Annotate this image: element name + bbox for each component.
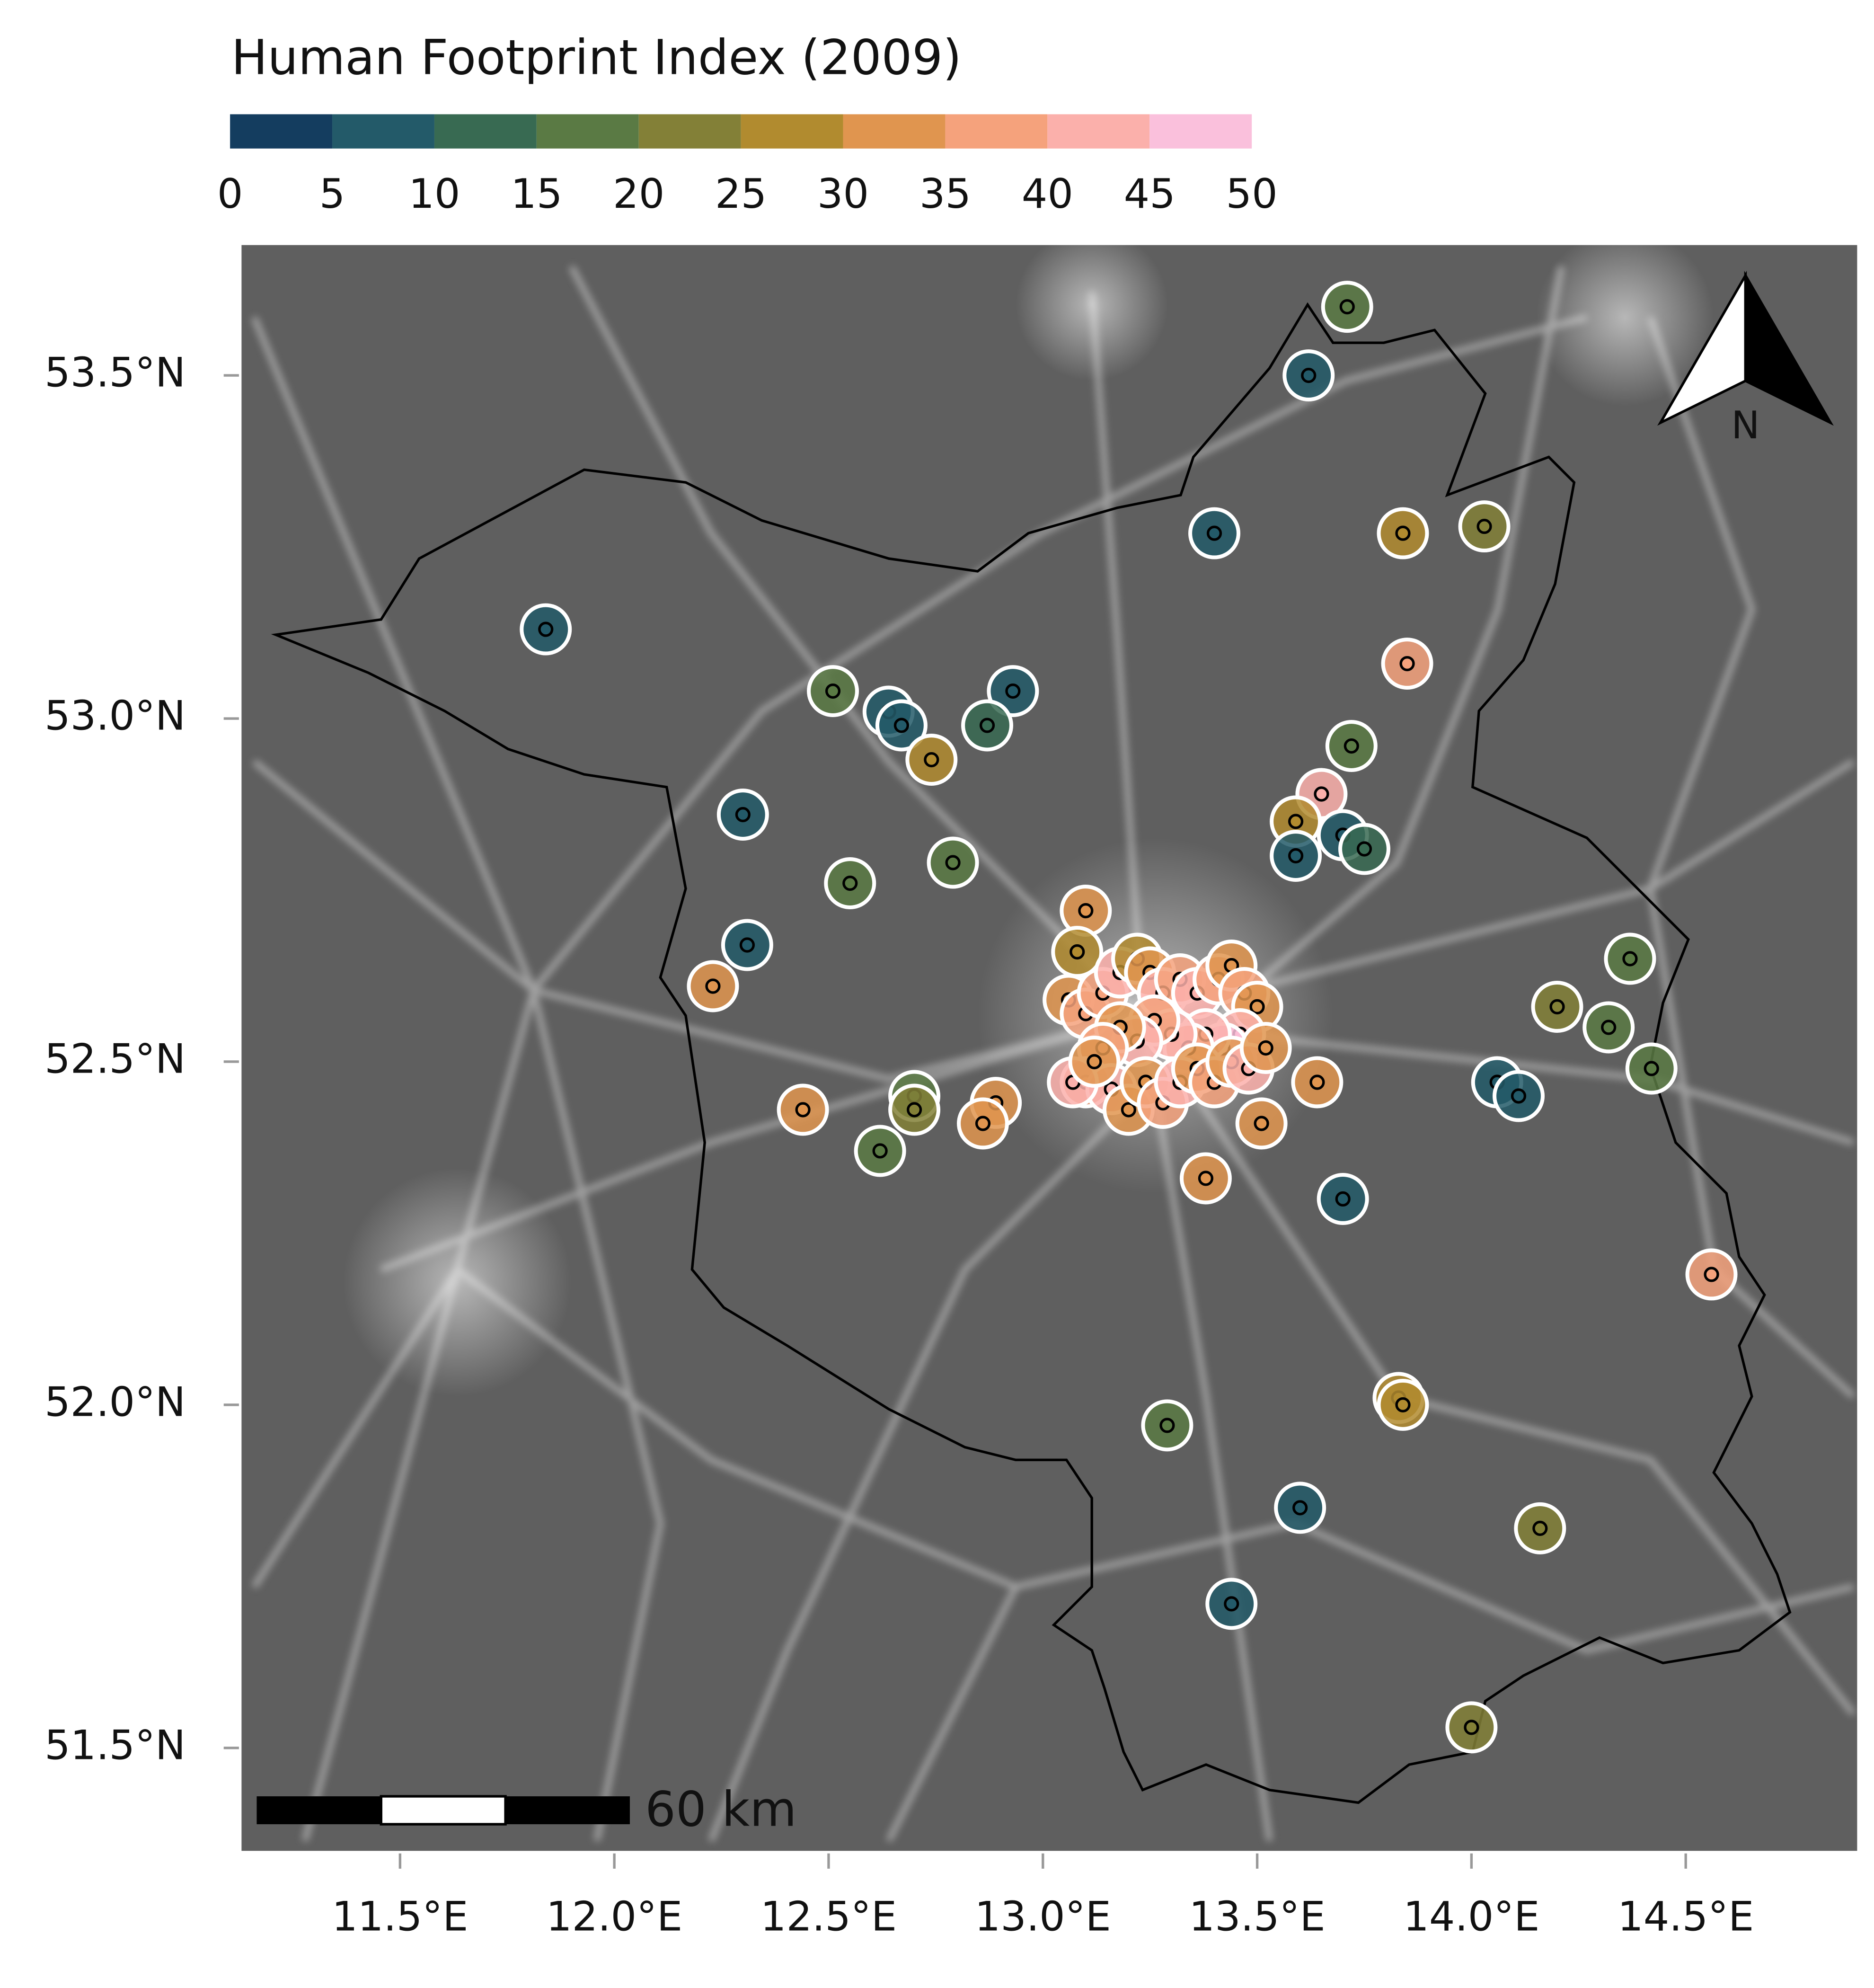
colorbar-tick-label: 35 <box>919 170 971 218</box>
y-tick-label: 53.5°N <box>44 349 186 397</box>
site-point <box>1301 368 1317 383</box>
site-point <box>1464 1720 1479 1735</box>
legend-title: Human Footprint Index (2009) <box>231 30 962 86</box>
site-point <box>1356 841 1372 857</box>
city-glow <box>1536 245 1714 407</box>
site-point <box>924 752 939 768</box>
site-point <box>1309 1074 1325 1090</box>
site-point <box>1511 1088 1527 1104</box>
site-point <box>842 875 858 891</box>
site-point <box>1254 1116 1269 1131</box>
colorbar-bin <box>434 114 537 149</box>
colorbar-tick-label: 40 <box>1022 170 1073 218</box>
north-label: N <box>1731 403 1759 447</box>
site-point <box>1335 1191 1351 1207</box>
scale-bar-label: 60 km <box>645 1782 796 1838</box>
site-point <box>1224 1596 1239 1612</box>
map-panel: N 60 km <box>241 245 1857 1851</box>
x-tick-label: 12.0°E <box>546 1893 682 1941</box>
points <box>520 281 1738 1754</box>
city-glow <box>1016 245 1168 381</box>
site-point <box>1399 656 1415 672</box>
colorbar-bin <box>230 114 333 149</box>
city-glow <box>343 1168 572 1397</box>
colorbar-tick-label: 15 <box>511 170 562 218</box>
site-point <box>872 1143 888 1159</box>
colorbar-tick-label: 25 <box>715 170 767 218</box>
colorbar: 0 5 10 15 20 25 30 35 40 45 50 <box>217 114 1278 218</box>
x-tick-label: 13.5°E <box>1189 1893 1325 1941</box>
colorbar-bin <box>945 114 1048 149</box>
site-point <box>893 718 910 733</box>
colorbar-bin <box>332 114 434 149</box>
site-point <box>1395 1397 1411 1413</box>
site-point <box>1601 1020 1617 1035</box>
x-tick-label: 11.5°E <box>332 1893 468 1941</box>
site-point <box>1622 951 1638 967</box>
site-point <box>1070 944 1085 960</box>
site-point <box>1121 1102 1136 1118</box>
colorbar-tick-label: 45 <box>1124 170 1176 218</box>
colorbar-tick-label: 20 <box>613 170 664 218</box>
scale-bar-segment <box>380 1795 507 1826</box>
site-point <box>795 1102 811 1118</box>
site-point <box>1159 1418 1175 1433</box>
state-boundary <box>271 302 1792 1804</box>
site-point <box>1395 525 1411 541</box>
site-point <box>979 718 995 733</box>
site-point <box>975 1116 991 1131</box>
y-tick-label: 52.5°N <box>44 1035 186 1083</box>
axes: 11.5°E 12.0°E 12.5°E 13.0°E 13.5°E 14.0°E 14.5… <box>44 349 1754 1941</box>
colorbar-bin <box>536 114 639 149</box>
colorbar-tick-label: 10 <box>408 170 460 218</box>
site-point <box>1314 786 1329 802</box>
site-point <box>1292 1500 1308 1516</box>
site-point <box>1258 1040 1273 1056</box>
site-point <box>945 855 961 870</box>
site-point <box>1078 903 1094 919</box>
site-point <box>1339 299 1355 315</box>
colorbar-bin <box>1149 114 1252 149</box>
colorbar-bin <box>741 114 843 149</box>
site-point <box>1476 518 1492 534</box>
site-point <box>538 621 554 637</box>
colorbar-bin <box>1047 114 1150 149</box>
x-tick-label: 13.0°E <box>975 1893 1111 1941</box>
site-point <box>1206 525 1222 541</box>
site-point <box>1532 1520 1548 1536</box>
site-point <box>1249 999 1265 1015</box>
site-point <box>1288 814 1304 829</box>
north-arrow: N <box>1657 270 1834 447</box>
site-point <box>705 978 721 994</box>
colorbar-bin <box>843 114 946 149</box>
site-point <box>1005 683 1021 699</box>
x-tick-label: 12.5°E <box>760 1893 897 1941</box>
colorbar-tick-label: 0 <box>217 170 243 218</box>
site-point <box>1288 848 1304 864</box>
colorbar-tick-label: 50 <box>1226 170 1278 218</box>
x-tick-label: 14.0°E <box>1403 1893 1539 1941</box>
site-point <box>1344 738 1359 754</box>
y-tick-label: 52.0°N <box>44 1378 186 1426</box>
site-point <box>1087 1054 1102 1070</box>
site-point <box>825 683 841 699</box>
site-point <box>1549 999 1565 1015</box>
scale-bar-segment <box>256 1796 381 1825</box>
y-tick-label: 53.0°N <box>44 692 186 739</box>
site-point <box>906 1102 922 1118</box>
colorbar-tick-label: 5 <box>319 170 345 218</box>
north-arrow-right <box>1744 270 1834 426</box>
scale-bar: 60 km <box>256 1782 797 1838</box>
site-point <box>1198 1171 1213 1186</box>
site-point <box>735 807 751 823</box>
x-tick-label: 14.5°E <box>1618 1893 1754 1941</box>
site-point <box>739 937 755 953</box>
colorbar-bin <box>638 114 741 149</box>
site-point <box>1644 1061 1659 1076</box>
scale-bar-segment <box>505 1796 630 1825</box>
colorbar-tick-label: 30 <box>817 170 869 218</box>
site-point <box>1704 1267 1719 1282</box>
y-tick-label: 51.5°N <box>44 1722 186 1769</box>
